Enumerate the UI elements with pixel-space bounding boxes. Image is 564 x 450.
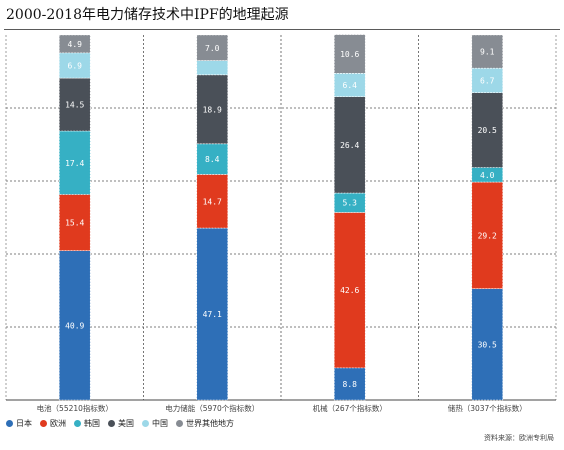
bar-segment	[471, 34, 504, 69]
bar-segment	[58, 250, 91, 401]
legend-marker	[40, 419, 47, 427]
bar-segment	[471, 181, 504, 289]
data-label: 18.9	[203, 105, 222, 114]
data-label: 14.5	[65, 101, 84, 110]
chart-legend: 日本 欧洲 韩国 美国 中国 世界其他地方	[6, 416, 242, 430]
data-label: 8.8	[343, 380, 358, 389]
category-label: 电力储能（5970个指标数）	[165, 403, 259, 413]
data-label: 5.3	[343, 199, 358, 208]
bar-segment	[333, 96, 366, 194]
legend-item: 世界其他地方	[176, 418, 234, 429]
bar-segment	[196, 227, 229, 401]
data-label: 9.1	[480, 48, 495, 57]
bar-segment	[58, 77, 91, 132]
category-label: 电池（55210指标数）	[37, 403, 113, 413]
data-label: 40.9	[65, 321, 84, 330]
legend-label: 美国	[118, 418, 134, 428]
data-label: 6.4	[343, 81, 358, 90]
data-label: 4.0	[480, 171, 495, 180]
legend-marker	[74, 419, 81, 427]
legend-marker	[142, 419, 149, 427]
legend-label: 中国	[152, 418, 168, 428]
chart-title: 2000-2018年电力储存技术中IPF的地理起源	[4, 3, 560, 30]
legend-label: 韩国	[84, 418, 100, 428]
legend-item: 欧洲	[40, 418, 66, 429]
bar-segment	[196, 74, 229, 145]
source-note: 资料来源：欧洲专利局	[484, 434, 554, 442]
bar-segment	[196, 34, 229, 61]
bar-segment	[196, 60, 229, 76]
data-label: 30.5	[478, 340, 497, 349]
bar-segment	[58, 34, 91, 54]
legend-marker	[6, 419, 13, 427]
data-label: 6.7	[480, 76, 495, 85]
data-label: 26.4	[340, 141, 359, 150]
category-label: 储热（3037个指标数）	[448, 403, 527, 413]
legend-item: 中国	[142, 418, 168, 429]
legend-item: 美国	[108, 418, 134, 429]
legend-label: 日本	[16, 418, 32, 428]
legend-marker	[108, 419, 115, 427]
legend-item: 韩国	[74, 418, 100, 429]
data-label: 14.7	[203, 197, 222, 206]
legend-item: 日本	[6, 418, 32, 429]
legend-label: 世界其他地方	[186, 418, 234, 428]
legend-marker	[176, 419, 183, 427]
data-label: 20.5	[478, 126, 497, 135]
bar-segment	[196, 174, 229, 229]
bar-segment	[333, 34, 366, 74]
bar-segment	[471, 67, 504, 93]
data-label: 15.4	[65, 219, 84, 228]
data-label: 17.4	[65, 159, 84, 168]
category-label: 机械（267个指标数）	[313, 403, 387, 413]
bar-segment	[58, 194, 91, 252]
data-label: 47.1	[203, 310, 222, 319]
chart-plot: 40.9 15.4 17.4 14.5 6.9 4.9 电池（55210指标数） 47.1 14…	[5, 34, 557, 413]
data-label: 42.6	[340, 286, 359, 295]
bar-segment	[58, 130, 91, 195]
data-label: 7.0	[205, 44, 220, 53]
data-label: 29.2	[478, 231, 497, 240]
data-label: 10.6	[340, 50, 359, 59]
bar-segment	[333, 212, 366, 369]
data-label: 8.4	[205, 155, 220, 164]
bar-segment	[471, 92, 504, 168]
legend-label: 欧洲	[50, 418, 66, 428]
data-label: 6.9	[68, 61, 83, 70]
data-label: 4.9	[68, 40, 83, 49]
